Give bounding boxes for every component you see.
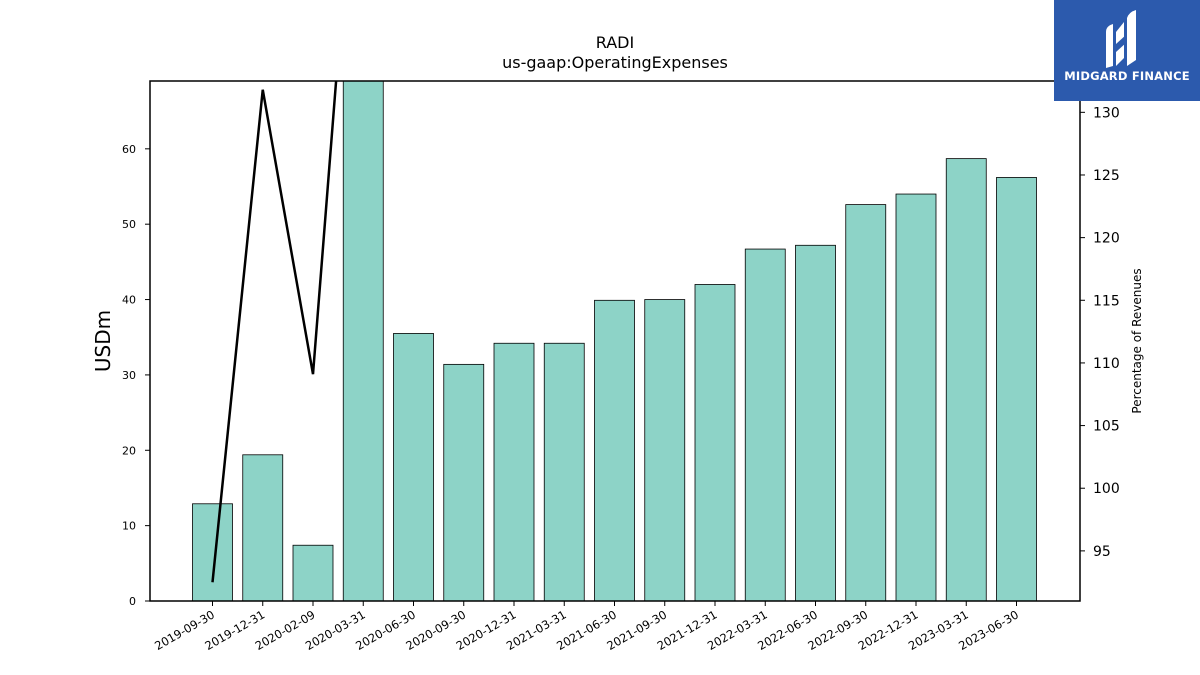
- bar-2022-03-31: [744, 248, 786, 602]
- y-tick-label: 60: [122, 143, 136, 156]
- bar-2019-09-30: [192, 503, 233, 602]
- bar-series: [192, 80, 1037, 602]
- percentage-of-revenues-line: [211, 81, 338, 583]
- logo-text: MIDGARD FINANCE: [1064, 69, 1190, 83]
- chart-title: RADI: [596, 33, 634, 52]
- y-tick-label: 10: [122, 520, 136, 533]
- bar-2022-06-30: [795, 244, 836, 602]
- y2-tick-label: 110: [1093, 356, 1120, 372]
- y-tick-label: 40: [122, 294, 136, 307]
- bar-2021-06-30: [594, 299, 635, 602]
- line-series: [211, 81, 338, 583]
- bar-2022-09-30: [845, 204, 887, 602]
- y-axis-ticks: 0 10 20 30 40 50 60: [122, 143, 150, 608]
- y-tick-label: 20: [122, 444, 136, 457]
- chart-subtitle: us-gaap:OperatingExpenses: [502, 53, 728, 72]
- y2-axis-label: Percentage of Revenues: [1130, 268, 1144, 413]
- bar-2020-12-31: [493, 342, 535, 602]
- bar-2020-02-09: [292, 544, 334, 602]
- bar-2021-12-31: [694, 284, 736, 602]
- bar-2020-03-31: [342, 80, 384, 602]
- y-axis-label: USDm: [91, 310, 115, 372]
- y-tick-label: 0: [129, 595, 136, 608]
- y2-tick-label: 125: [1093, 168, 1120, 184]
- x-axis-ticks: 2019-09-302019-12-312020-02-092020-03-31…: [152, 601, 1021, 653]
- y2-tick-label: 120: [1093, 231, 1120, 247]
- y2-tick-label: 105: [1093, 419, 1120, 435]
- midgard-logo-icon: [1106, 10, 1136, 68]
- y-tick-label: 30: [122, 369, 136, 382]
- y-tick-label: 50: [122, 218, 136, 231]
- y2-tick-label: 100: [1093, 481, 1120, 497]
- midgard-finance-logo: MIDGARD FINANCE: [1054, 0, 1200, 101]
- bar-2021-03-31: [543, 342, 585, 602]
- bar-2020-06-30: [393, 333, 434, 602]
- bar-2023-03-31: [945, 158, 987, 602]
- y2-tick-label: 95: [1093, 544, 1111, 560]
- y2-tick-label: 115: [1093, 293, 1120, 309]
- bar-2020-09-30: [443, 363, 485, 602]
- bar-2021-09-30: [644, 299, 686, 602]
- bar-2019-12-31: [242, 454, 284, 602]
- bar-2023-06-30: [996, 177, 1037, 602]
- y2-tick-label: 130: [1093, 105, 1120, 121]
- bar-2022-12-31: [895, 193, 937, 602]
- y2-axis-ticks: 95 100 105 110 115 120 125 130: [1080, 105, 1120, 560]
